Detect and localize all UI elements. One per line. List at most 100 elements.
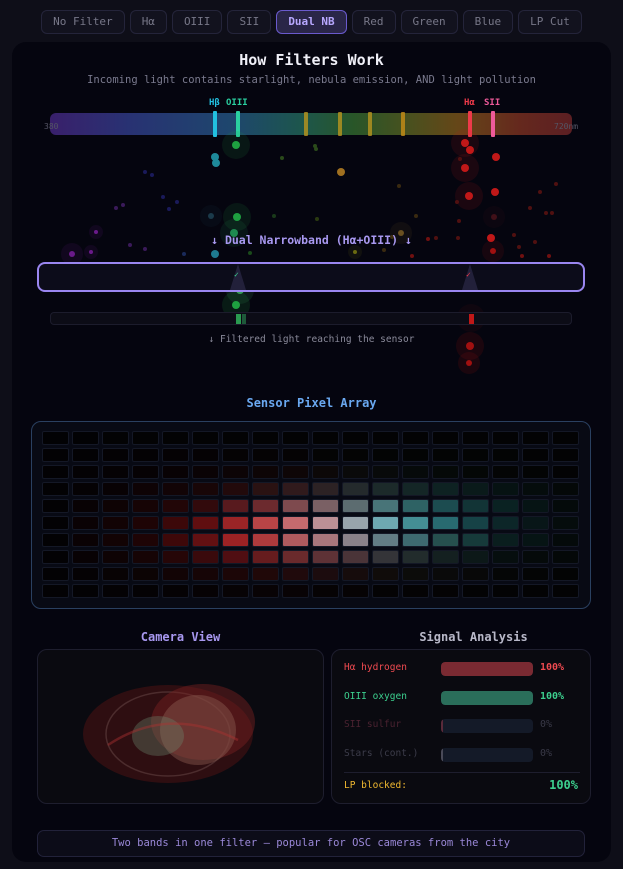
sensor-pixel — [312, 550, 339, 564]
sensor-pixel — [282, 516, 309, 530]
sensor-pixel — [432, 448, 459, 462]
sensor-pixel — [192, 431, 219, 445]
sensor-pixel — [552, 482, 579, 496]
sensor-pixel — [432, 482, 459, 496]
filter-button-oiii[interactable]: OIII — [171, 10, 223, 34]
emission-line-1 — [236, 111, 240, 137]
sensor-pixel — [432, 584, 459, 598]
filter-button-red[interactable]: Red — [351, 10, 396, 34]
sensor-pixel — [42, 499, 69, 513]
sensor-pixel — [162, 465, 189, 479]
signal-bar-track — [441, 719, 533, 733]
signal-bar-track — [441, 747, 533, 762]
sensor-pixel — [462, 431, 489, 445]
filtered-light-strip — [50, 312, 572, 325]
filter-button-no-filter[interactable]: No Filter — [41, 10, 125, 34]
sensor-pixel — [432, 431, 459, 445]
sensor-pixel — [552, 448, 579, 462]
sensor-pixel — [522, 448, 549, 462]
photon-particle — [248, 251, 252, 255]
photon-particle — [353, 250, 357, 254]
signal-label: SII sulfur — [344, 719, 402, 730]
sensor-pixel — [312, 431, 339, 445]
filter-button-green[interactable]: Green — [400, 10, 458, 34]
photon-particle — [212, 159, 220, 167]
filtered-light-caption: ↓ Filtered light reaching the sensor — [208, 334, 415, 345]
sensor-pixel — [402, 448, 429, 462]
photon-particle — [315, 217, 319, 221]
filter-button-sii[interactable]: SII — [227, 10, 272, 34]
spectrum-max-label: 720nm — [554, 122, 579, 131]
sensor-pixel — [72, 465, 99, 479]
sensor-pixel — [312, 448, 339, 462]
sensor-pixel — [42, 533, 69, 547]
sensor-pixel — [282, 465, 309, 479]
photon-particle — [547, 254, 551, 258]
sensor-pixel — [222, 533, 249, 547]
photon-particle — [337, 168, 345, 176]
sensor-pixel — [402, 567, 429, 581]
photon-particle — [528, 206, 532, 210]
sensor-pixel — [522, 584, 549, 598]
photon-particle — [161, 195, 165, 199]
sensor-pixel — [252, 533, 279, 547]
sensor-pixel — [132, 482, 159, 496]
sensor-pixel — [42, 550, 69, 564]
light-pollution-line — [368, 112, 372, 136]
light-pollution-line — [338, 112, 342, 136]
photon-particle — [390, 235, 394, 239]
photon-particle — [487, 234, 495, 242]
pixel-grid — [42, 431, 580, 598]
sensor-pixel — [72, 499, 99, 513]
sensor-pixel — [552, 584, 579, 598]
sensor-pixel — [552, 550, 579, 564]
sensor-pixel — [522, 550, 549, 564]
sensor-pixel — [342, 516, 369, 530]
sensor-pixel — [522, 465, 549, 479]
photon-particle — [490, 248, 496, 254]
sensor-pixel — [432, 516, 459, 530]
sensor-pixel — [522, 516, 549, 530]
photon-particle — [544, 211, 548, 215]
sensor-pixel — [312, 482, 339, 496]
sensor-pixel — [192, 533, 219, 547]
sensor-pixel — [132, 516, 159, 530]
sensor-pixel — [522, 431, 549, 445]
sensor-pixel — [282, 550, 309, 564]
sensor-pixel — [72, 533, 99, 547]
photon-particle — [426, 237, 430, 241]
sensor-pixel — [162, 567, 189, 581]
filter-selector: No Filter Hα OIII SII Dual NB Red Green Blue LP … — [0, 10, 623, 34]
sensor-pixel — [462, 465, 489, 479]
sensor-pixel — [552, 533, 579, 547]
sensor-pixel — [312, 516, 339, 530]
filter-note: Two bands in one filter — popular for OS… — [37, 830, 585, 857]
sensor-pixel — [462, 516, 489, 530]
sensor-pixel — [252, 482, 279, 496]
filter-button-hα[interactable]: Hα — [129, 10, 167, 34]
signal-bar-fill — [441, 719, 443, 733]
sensor-pixel — [522, 567, 549, 581]
filter-button-lp-cut[interactable]: LP Cut — [518, 10, 582, 34]
sensor-pixel — [402, 533, 429, 547]
photon-particle — [89, 250, 93, 254]
strip-bar-oiii — [236, 314, 241, 324]
sensor-pixel — [192, 516, 219, 530]
lp-blocked-value: 100% — [549, 778, 578, 792]
signal-label: Hα hydrogen — [344, 662, 407, 673]
sensor-pixel — [252, 567, 279, 581]
signal-bar-fill — [441, 690, 533, 705]
emission-line-label: SII — [484, 98, 501, 108]
emission-line-label: Hα — [464, 98, 475, 108]
sensor-pixel — [162, 448, 189, 462]
sensor-pixel — [132, 550, 159, 564]
sensor-pixel — [432, 533, 459, 547]
photon-particle — [230, 229, 238, 237]
sensor-pixel — [42, 516, 69, 530]
filter-button-dual-nb[interactable]: Dual NB — [276, 10, 347, 34]
camera-view-title: Camera View — [140, 630, 221, 644]
filter-button-blue[interactable]: Blue — [462, 10, 514, 34]
signal-row: Stars (cont.) 0% — [344, 747, 584, 762]
sensor-pixel — [492, 499, 519, 513]
sensor-pixel — [462, 482, 489, 496]
